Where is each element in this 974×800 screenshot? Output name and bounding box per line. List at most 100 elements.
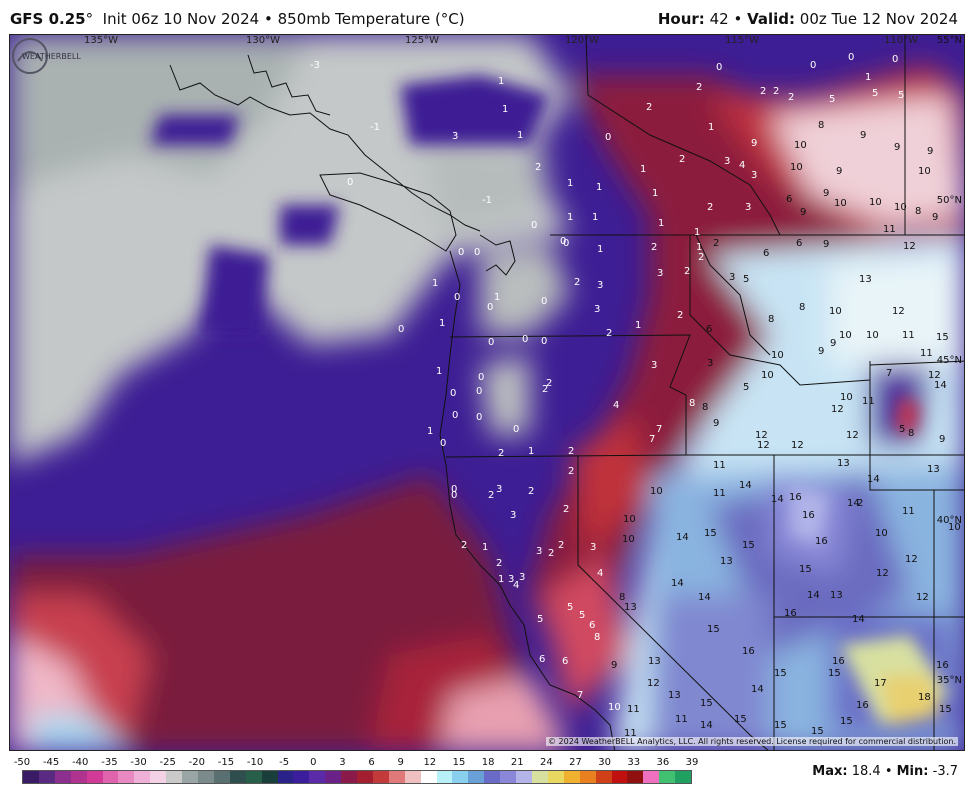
temperature-value-label: 6: [763, 248, 770, 259]
temperature-value-label: 1: [498, 76, 505, 87]
hour-label: Hour:: [657, 10, 705, 28]
temperature-value-label: 0: [541, 336, 548, 347]
temperature-value-label: 6: [539, 654, 546, 665]
temperature-value-label: 13: [720, 556, 733, 567]
temperature-value-label: 5: [872, 88, 879, 99]
colorbar-segment: [468, 771, 485, 783]
temperature-value-label: 9: [860, 130, 867, 141]
colorbar-segment: [611, 771, 628, 783]
temperature-value-label: 3: [751, 170, 758, 181]
temperature-value-label: 13: [830, 590, 843, 601]
temperature-value-label: 15: [707, 624, 720, 635]
temperature-value-label: 2: [677, 310, 684, 321]
colorbar-segment: [563, 771, 580, 783]
colorbar-segment: [436, 771, 453, 783]
colorbar-segment: [134, 771, 151, 783]
temperature-value-label: 0: [522, 334, 529, 345]
temperature-value-label: 8: [768, 314, 775, 325]
lat-label: 40°N: [936, 515, 962, 526]
temperature-value-label: 8: [915, 206, 922, 217]
colorbar-segment: [643, 771, 660, 783]
colorbar-tick-label: 30: [598, 757, 611, 768]
temperature-value-label: 2: [684, 266, 691, 277]
temperature-value-label: 1: [436, 366, 443, 377]
colorbar-tick-label: 6: [368, 757, 375, 768]
colorbar-tick-label: -45: [42, 757, 60, 768]
temperature-value-label: 3: [707, 358, 714, 369]
valid-label: Valid:: [747, 10, 796, 28]
temperature-value-label: 10: [622, 534, 635, 545]
colorbar-tick-label: 27: [569, 757, 582, 768]
temperature-value-label: 0: [541, 296, 548, 307]
temperature-value-label: 9: [830, 338, 837, 349]
temperature-value-label: 10: [869, 197, 882, 208]
temperature-value-label: 16: [815, 536, 828, 547]
temperature-value-label: 3: [745, 202, 752, 213]
separator: •: [733, 10, 743, 28]
temperature-value-label: 11: [902, 330, 915, 341]
temperature-value-label: 2: [857, 498, 864, 509]
temperature-value-label: 0: [440, 438, 447, 449]
temperature-value-label: -3: [310, 60, 320, 71]
colorbar-segment: [547, 771, 564, 783]
temperature-value-label: 12: [905, 554, 918, 565]
colorbar-segment: [197, 771, 214, 783]
temperature-value-label: 1: [597, 244, 604, 255]
temperature-value-label: 1: [865, 72, 872, 83]
colorbar-segment: [245, 771, 262, 783]
temperature-value-label: 10: [894, 202, 907, 213]
temperature-value-label: 1: [432, 278, 439, 289]
temperature-value-label: 0: [454, 292, 461, 303]
temperature-value-label: 10: [866, 330, 879, 341]
temperature-value-label: 1: [694, 227, 701, 238]
colorbar-tick-label: -40: [72, 757, 89, 768]
temperature-value-label: 2: [646, 102, 653, 113]
lon-label: 120°W: [565, 35, 599, 46]
temperature-value-label: 8: [619, 592, 626, 603]
temperature-value-label: 14: [771, 494, 784, 505]
temperature-value-label: 10: [918, 166, 931, 177]
temperature-value-label: 8: [908, 428, 915, 439]
temperature-value-label: 2: [546, 378, 553, 389]
temperature-value-label: 2: [461, 540, 468, 551]
temperature-value-label: 15: [734, 714, 747, 725]
temperature-value-label: 13: [837, 458, 850, 469]
max-value: 18.4: [851, 764, 881, 779]
temperature-value-label: 1: [708, 122, 715, 133]
temperature-value-label: 7: [656, 424, 663, 435]
lon-label: 110°W: [884, 35, 918, 46]
temperature-value-label: 0: [487, 302, 494, 313]
temperature-value-label: 4: [597, 568, 604, 579]
colorbar-tick-label: 12: [423, 757, 437, 768]
temperature-value-label: 10: [839, 330, 852, 341]
colorbar-tick-label: 36: [656, 757, 670, 768]
temperature-value-label: 4: [739, 160, 746, 171]
temperature-value-label: 10: [834, 198, 847, 209]
temperature-value-label: 1: [502, 104, 509, 115]
temperature-value-label: 0: [450, 388, 457, 399]
temperature-value-label: 12: [928, 370, 941, 381]
temperature-value-label: 4: [613, 400, 620, 411]
lat-label: 45°N: [936, 355, 962, 366]
temperature-value-label: 0: [476, 386, 483, 397]
temperature-value-label: 14: [867, 474, 880, 485]
temperature-value-label: 9: [894, 142, 901, 153]
temperature-value-label: 14: [934, 380, 947, 391]
temperature-map[interactable]: 135°W 130°W 125°W 120°W 115°W 110°W 55°N…: [9, 34, 965, 751]
temperature-value-label: 3: [519, 572, 526, 583]
temperature-value-label: 15: [828, 668, 841, 679]
temperature-value-label: 16: [936, 660, 949, 671]
colorbar-segment: [341, 771, 358, 783]
temperature-value-label: 18: [918, 692, 931, 703]
temperature-value-label: 1: [592, 212, 599, 223]
colorbar-segment: [293, 771, 310, 783]
temperature-value-label: 3: [508, 574, 515, 585]
temperature-value-label: 15: [774, 668, 787, 679]
colorbar-segment: [309, 771, 326, 783]
temperature-value-label: 12: [876, 568, 889, 579]
temperature-value-label: 14: [671, 578, 684, 589]
temperature-value-label: 2: [773, 86, 780, 97]
colorbar-segment: [150, 771, 167, 783]
temperature-value-label: 1: [567, 178, 574, 189]
temperature-value-label: 1: [652, 188, 659, 199]
